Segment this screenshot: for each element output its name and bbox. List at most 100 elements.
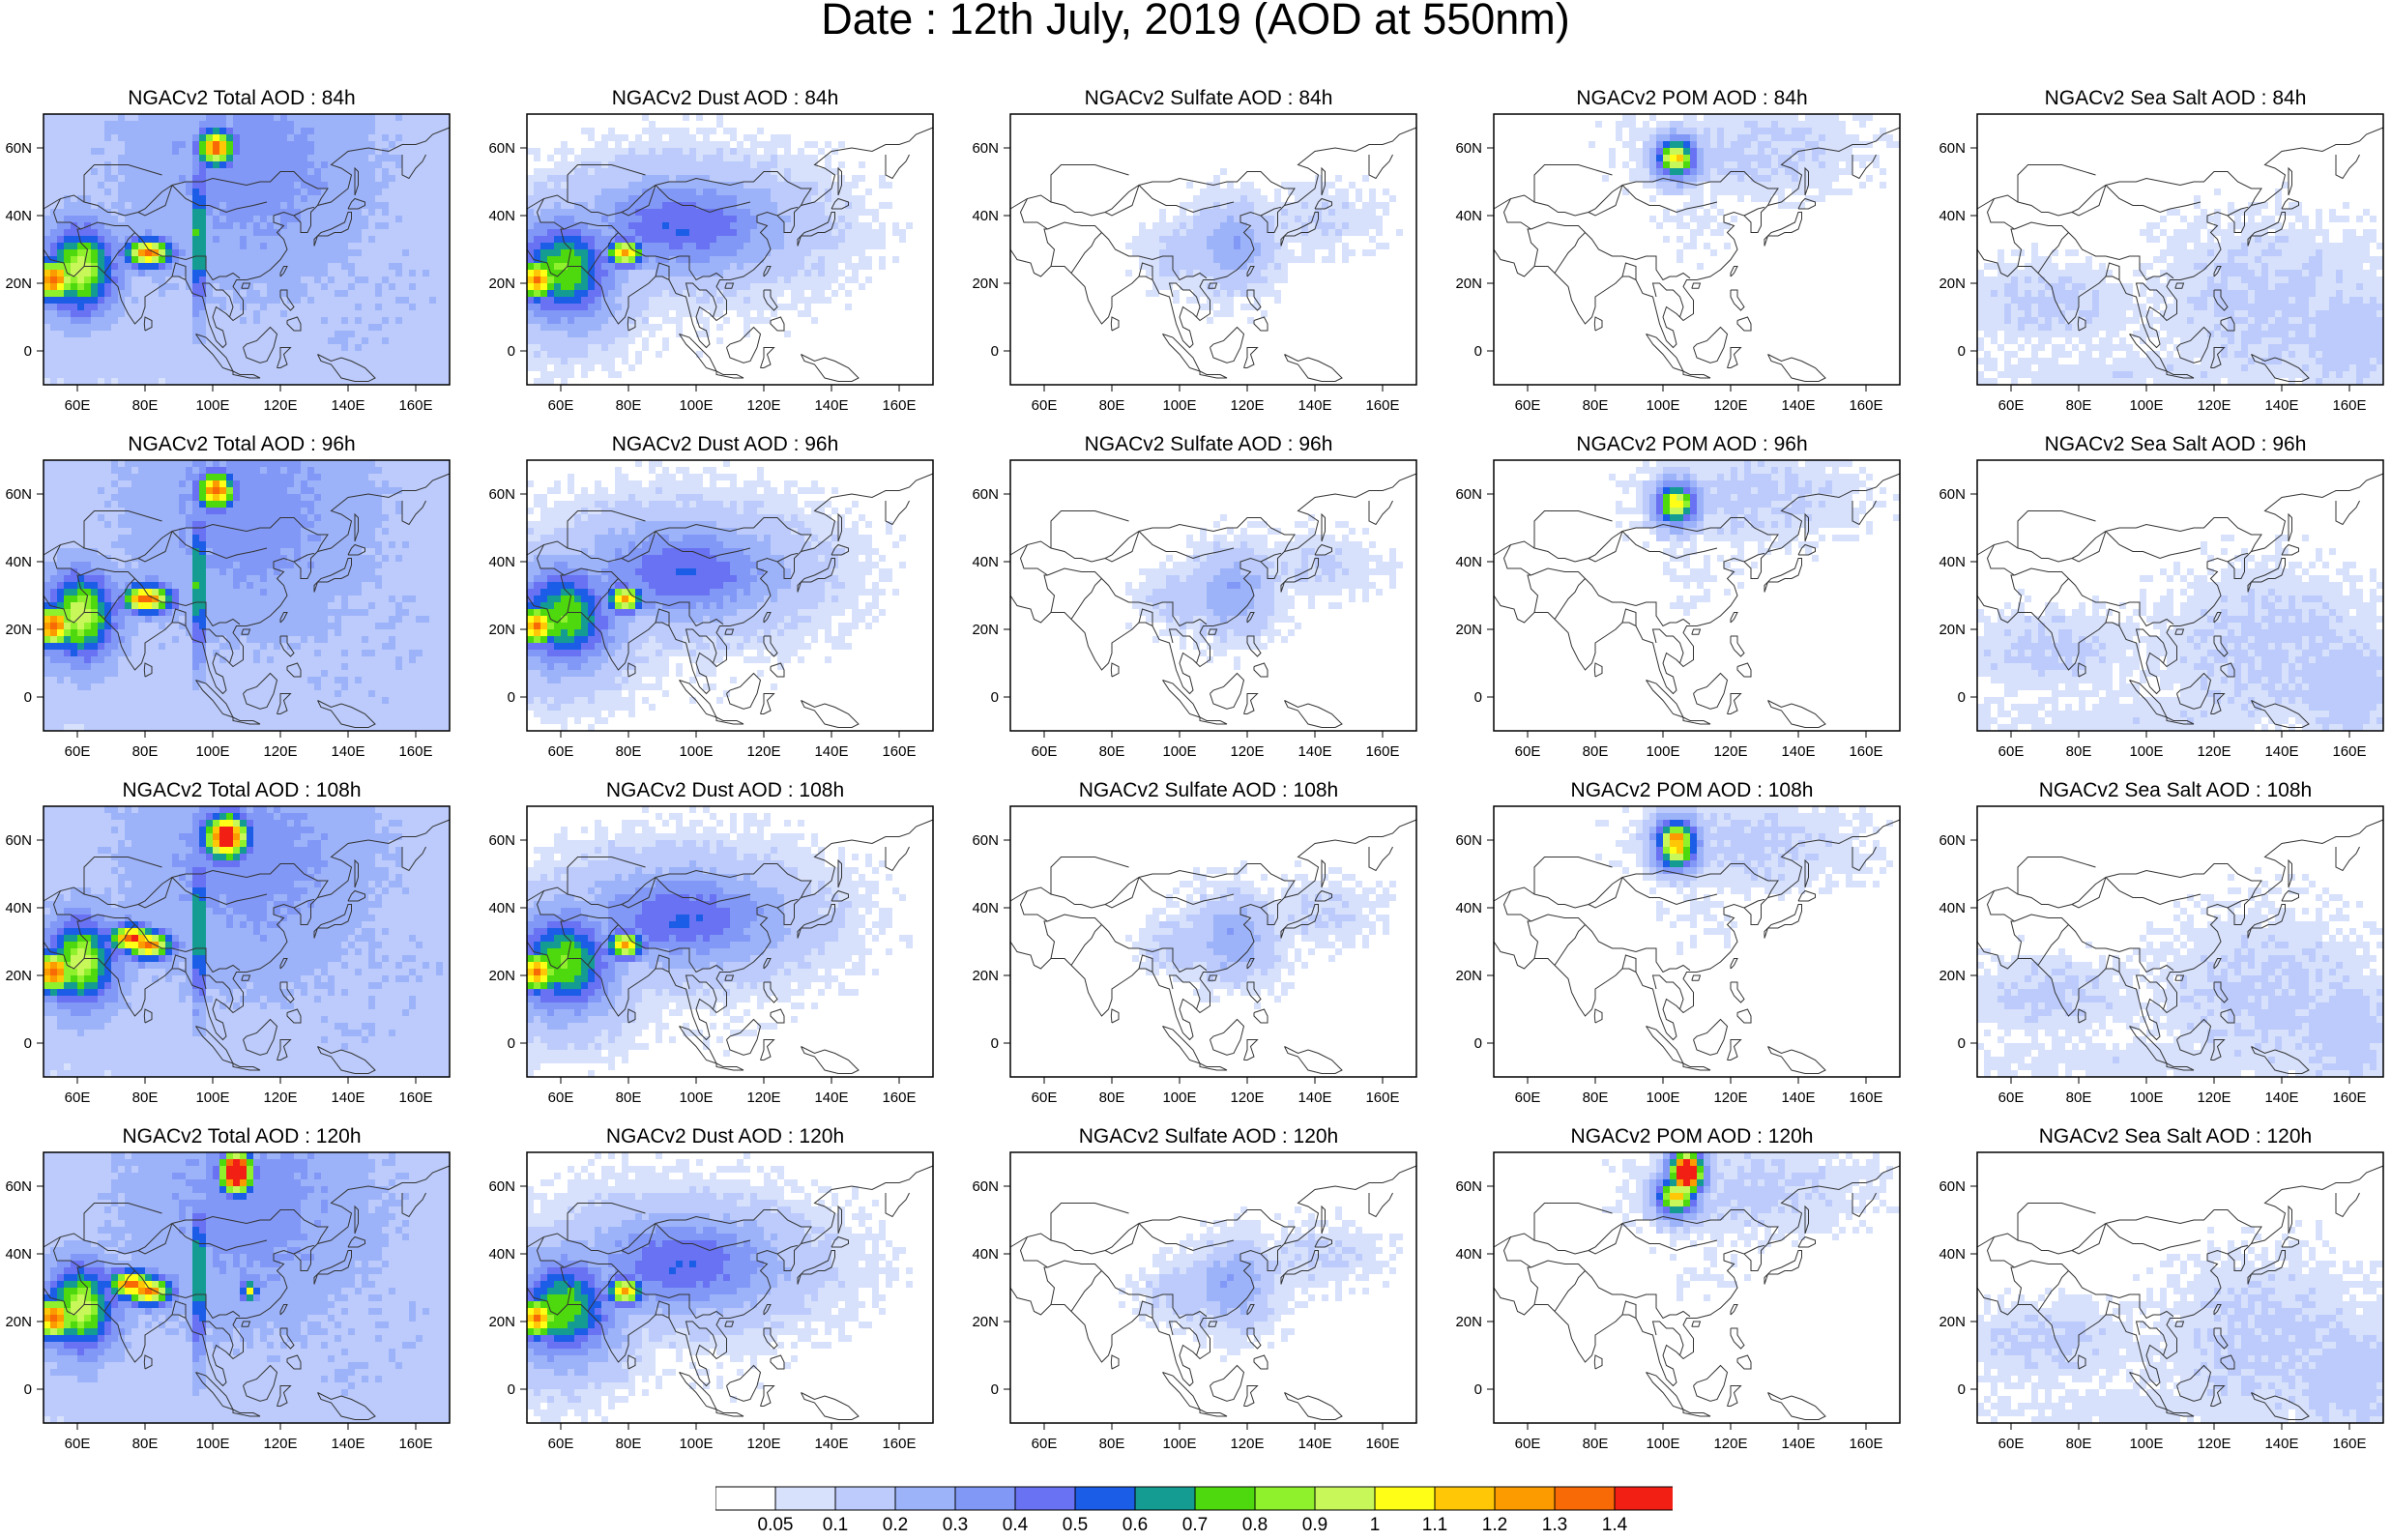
lon-tick-label: 140E: [814, 1436, 848, 1452]
lat-tick-label: 60N: [972, 1178, 999, 1195]
lat-tick-label: 0: [1474, 1381, 1482, 1398]
lon-tick-label: 100E: [1162, 743, 1196, 760]
lat-tick-label: 40N: [1939, 208, 1966, 224]
colorbar-swatch: [1195, 1487, 1255, 1510]
colorbar-label: 1: [1370, 1515, 1381, 1535]
lat-tick-label: 0: [508, 1035, 515, 1052]
colorbar-swatch: [1495, 1487, 1555, 1510]
aod-field: [527, 1152, 913, 1423]
lon-tick-label: 100E: [1646, 397, 1679, 414]
lon-tick-label: 60E: [65, 1090, 91, 1106]
lon-tick-label: 60E: [548, 1090, 574, 1106]
colorbar-swatch: [1555, 1487, 1615, 1510]
colorbar-label: 1.2: [1482, 1515, 1507, 1535]
colorbar-label: 0.2: [883, 1515, 908, 1535]
lat-tick-label: 40N: [1939, 1246, 1966, 1263]
lon-tick-label: 140E: [1298, 397, 1331, 414]
lon-tick-label: 60E: [65, 397, 91, 414]
colorbar-label: 0.3: [943, 1515, 968, 1535]
lon-tick-label: 100E: [1162, 1436, 1196, 1452]
lon-tick-label: 80E: [616, 1436, 642, 1452]
lon-tick-label: 160E: [398, 397, 432, 414]
lat-tick-label: 60N: [5, 486, 32, 503]
lon-tick-label: 80E: [1099, 1090, 1125, 1106]
aod-field: [1589, 114, 1900, 270]
lon-tick-label: 160E: [398, 1436, 432, 1452]
colorbar-swatch: [895, 1487, 955, 1510]
colorbar-label: 0.7: [1182, 1515, 1208, 1535]
lat-tick-label: 20N: [488, 1314, 515, 1330]
panel-title: NGACv2 Sea Salt AOD : 108h: [1934, 779, 2391, 802]
lat-tick-label: 20N: [1939, 622, 1966, 638]
lon-tick-label: 160E: [2332, 743, 2366, 760]
lon-tick-label: 160E: [882, 1090, 916, 1106]
lat-tick-label: 40N: [972, 1246, 999, 1263]
lon-tick-label: 80E: [616, 397, 642, 414]
lat-tick-label: 20N: [1939, 968, 1966, 984]
lon-tick-label: 120E: [1713, 1436, 1747, 1452]
lon-tick-label: 100E: [679, 1436, 713, 1452]
colorbar-swatch: [1255, 1487, 1315, 1510]
lat-tick-label: 20N: [488, 968, 515, 984]
lon-tick-label: 80E: [132, 397, 159, 414]
colorbar-swatch: [1435, 1487, 1495, 1510]
lon-tick-label: 80E: [1099, 1436, 1125, 1452]
lon-tick-label: 120E: [2197, 1436, 2231, 1452]
lat-tick-label: 40N: [5, 1246, 32, 1263]
lat-tick-label: 20N: [1455, 1314, 1482, 1330]
lat-tick-label: 40N: [488, 208, 515, 224]
lon-tick-label: 140E: [1781, 743, 1815, 760]
colorbar-label: 0.5: [1063, 1515, 1088, 1535]
lat-tick-label: 20N: [1939, 276, 1966, 292]
lon-tick-label: 160E: [1365, 397, 1399, 414]
panel-title: NGACv2 Sulfate AOD : 84h: [967, 87, 1450, 110]
lon-tick-label: 100E: [1646, 1436, 1679, 1452]
lat-tick-label: 0: [508, 343, 515, 360]
lat-tick-label: 0: [24, 689, 32, 706]
lon-tick-label: 60E: [1032, 397, 1058, 414]
lon-tick-label: 80E: [2066, 743, 2092, 760]
lon-tick-label: 100E: [679, 743, 713, 760]
lat-tick-label: 0: [24, 1035, 32, 1052]
lon-tick-label: 80E: [132, 743, 159, 760]
lat-tick-label: 0: [991, 343, 999, 360]
panel-title: NGACv2 Total AOD : 120h: [0, 1125, 483, 1148]
lat-tick-label: 40N: [1455, 208, 1482, 224]
lat-tick-label: 40N: [5, 208, 32, 224]
lon-tick-label: 100E: [195, 1436, 229, 1452]
lat-tick-label: 20N: [1455, 968, 1482, 984]
lon-tick-label: 120E: [263, 397, 297, 414]
lon-tick-label: 80E: [1583, 1090, 1609, 1106]
lon-tick-label: 140E: [1298, 1090, 1331, 1106]
lon-tick-label: 120E: [1230, 1090, 1264, 1106]
panel-title: NGACv2 Dust AOD : 108h: [483, 779, 967, 802]
lon-tick-label: 160E: [2332, 1436, 2366, 1452]
lat-tick-label: 60N: [5, 832, 32, 849]
lon-tick-label: 60E: [1998, 1090, 2025, 1106]
lon-tick-label: 120E: [1713, 397, 1747, 414]
panel-title: NGACv2 Sea Salt AOD : 84h: [1934, 87, 2391, 110]
lat-tick-label: 0: [1958, 1035, 1966, 1052]
colorbar-swatch: [1135, 1487, 1195, 1510]
lon-tick-label: 160E: [398, 743, 432, 760]
lat-tick-label: 60N: [1939, 832, 1966, 849]
lon-tick-label: 140E: [814, 397, 848, 414]
lon-tick-label: 140E: [331, 1436, 364, 1452]
aod-field: [527, 460, 906, 731]
lat-tick-label: 40N: [1455, 554, 1482, 570]
panel-title: NGACv2 Total AOD : 108h: [0, 779, 483, 802]
aod-field: [1125, 168, 1403, 324]
